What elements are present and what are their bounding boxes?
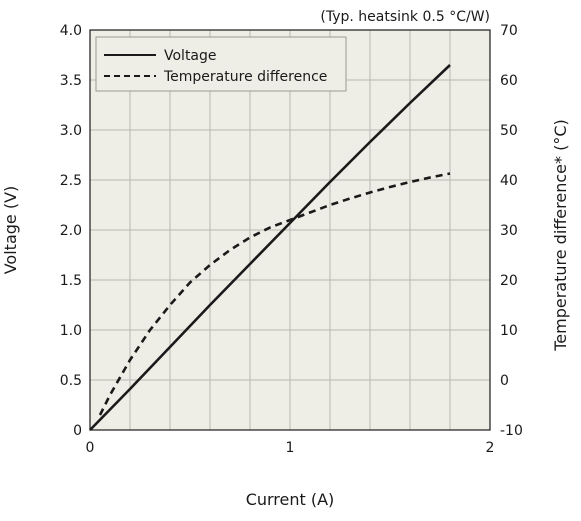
- y-left-tick-label: 3.0: [60, 123, 82, 139]
- y-left-tick-label: 0: [73, 423, 82, 439]
- y-axis-right-title: Temperature difference* (°C): [551, 119, 570, 352]
- y-left-tick-label: 1.5: [60, 273, 82, 289]
- y-left-tick-label: 4.0: [60, 23, 82, 39]
- y-axis-left-title: Voltage (V): [1, 186, 20, 275]
- legend-box: [95, 36, 347, 92]
- y-left-tick-label: 2.0: [60, 223, 82, 239]
- y-right-tick-label: 10: [500, 323, 518, 339]
- y-left-tick-label: 2.5: [60, 173, 82, 189]
- y-right-tick-label: 70: [500, 23, 518, 39]
- y-right-tick-label: 40: [500, 173, 518, 189]
- y-left-tick-label: 1.0: [60, 323, 82, 339]
- legend: Voltage Temperature difference: [95, 36, 347, 92]
- y-right-tick-label: 50: [500, 123, 518, 139]
- x-tick-label: 2: [486, 440, 495, 456]
- y-right-tick-label: 0: [500, 373, 509, 389]
- y-left-tick-label: 0.5: [60, 373, 82, 389]
- y-right-tick-label: 60: [500, 73, 518, 89]
- voltage-series-line: [89, 64, 451, 431]
- y-right-tick-label: 30: [500, 223, 518, 239]
- y-right-tick-label: 20: [500, 273, 518, 289]
- x-tick-label: 1: [286, 440, 295, 456]
- chart-annotation: (Typ. heatsink 0.5 °C/W): [320, 9, 490, 25]
- temperature-series-line: [98, 172, 451, 416]
- y-right-tick-label: -10: [500, 423, 523, 439]
- y-left-tick-label: 3.5: [60, 73, 82, 89]
- plot-frame: [89, 29, 491, 431]
- legend-voltage-label: Voltage: [164, 48, 217, 64]
- tick-labels: 0 1 200.51.01.52.02.53.03.54.0-10010203040…: [60, 23, 523, 456]
- x-axis-title: Current (A): [246, 490, 335, 509]
- x-tick-label: 0: [86, 440, 95, 456]
- series-group: [89, 64, 451, 431]
- legend-temperature-label: Temperature difference: [163, 69, 327, 85]
